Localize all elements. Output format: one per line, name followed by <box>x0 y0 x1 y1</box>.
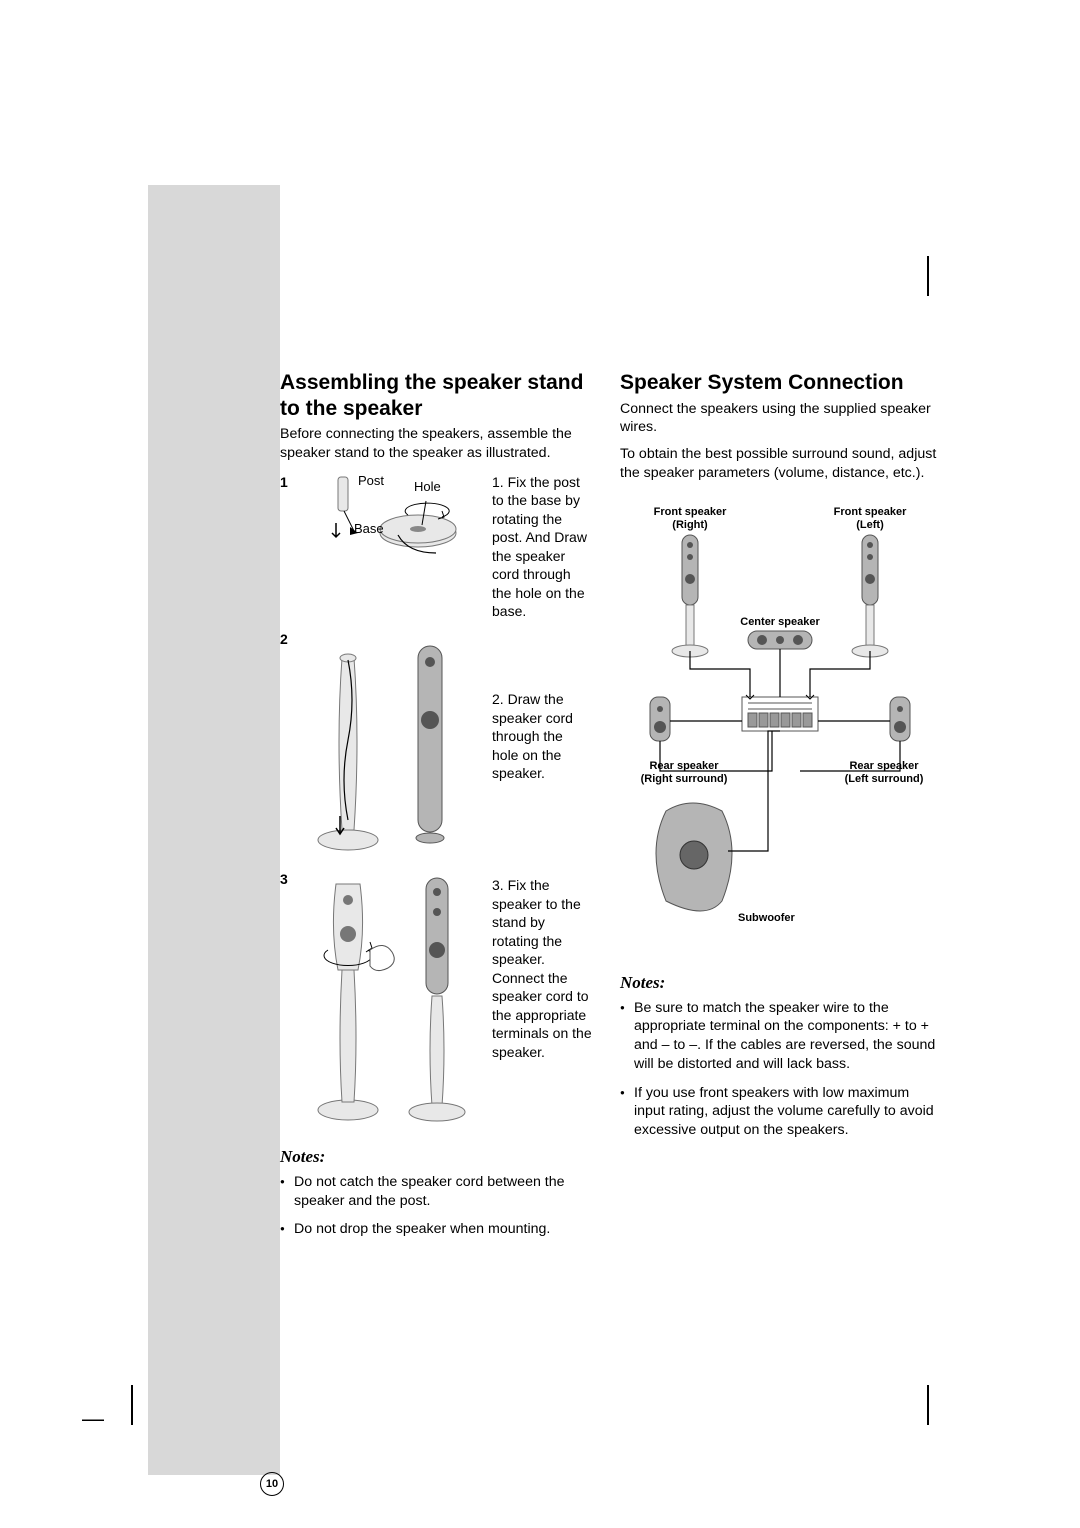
sidebar-tab <box>148 185 280 1475</box>
label-hole: Hole <box>414 479 441 494</box>
svg-text:(Left surround): (Left surround) <box>845 773 924 785</box>
label-base: Base <box>354 521 384 536</box>
page-number: 10 <box>260 1472 284 1496</box>
crop-mark <box>118 1385 140 1430</box>
step-2-num: 2 <box>280 630 298 648</box>
left-column: Assembling the speaker stand to the spea… <box>280 370 592 1249</box>
crop-mark <box>920 256 942 301</box>
label-post: Post <box>358 473 384 488</box>
svg-text:(Right surround): (Right surround) <box>641 773 728 785</box>
crop-mark <box>920 1385 942 1430</box>
step-2-figure <box>298 630 488 860</box>
heading-connection: Speaker System Connection <box>620 370 940 396</box>
page-content: Assembling the speaker stand to the spea… <box>280 370 940 1249</box>
svg-text:Subwoofer: Subwoofer <box>738 912 796 924</box>
intro-right-1: Connect the speakers using the supplied … <box>620 400 940 437</box>
right-notes-list: Be sure to match the speaker wire to the… <box>620 999 940 1140</box>
svg-text:Center speaker: Center speaker <box>740 616 820 628</box>
heading-assembling: Assembling the speaker stand to the spea… <box>280 370 592 421</box>
step-1-figure: Post Hole Base <box>298 473 488 568</box>
step-3-num: 3 <box>280 870 298 888</box>
step-1-num: 1 <box>280 473 298 491</box>
intro-left: Before connecting the speakers, assemble… <box>280 425 592 462</box>
right-column: Speaker System Connection Connect the sp… <box>620 370 940 1249</box>
step-3-figure <box>298 870 488 1130</box>
left-notes-title: Notes: <box>280 1146 592 1168</box>
crop-mark: — <box>82 1406 104 1432</box>
step-3-text: 3. Fix the speaker to the stand by rotat… <box>488 870 592 1061</box>
svg-text:Rear speaker: Rear speaker <box>849 760 919 772</box>
svg-text:(Left): (Left) <box>856 519 884 531</box>
svg-text:Front speaker: Front speaker <box>834 506 907 518</box>
left-notes-list: Do not catch the speaker cord between th… <box>280 1173 592 1239</box>
right-note-2: If you use front speakers with low maxim… <box>620 1084 940 1140</box>
intro-right-2: To obtain the best possible surround sou… <box>620 445 940 482</box>
left-note-2: Do not drop the speaker when mounting. <box>280 1220 592 1239</box>
step-1-text: 1. Fix the post to the base by rotating … <box>488 473 592 621</box>
right-note-1: Be sure to match the speaker wire to the… <box>620 999 940 1074</box>
connection-diagram: Front speaker (Right) Front speaker (Lef… <box>620 501 940 957</box>
svg-text:(Right): (Right) <box>672 519 708 531</box>
svg-text:Front speaker: Front speaker <box>654 506 727 518</box>
step-2-text: 2. Draw the speaker cord through the hol… <box>488 630 592 782</box>
left-note-1: Do not catch the speaker cord between th… <box>280 1173 592 1210</box>
right-notes-title: Notes: <box>620 972 940 994</box>
